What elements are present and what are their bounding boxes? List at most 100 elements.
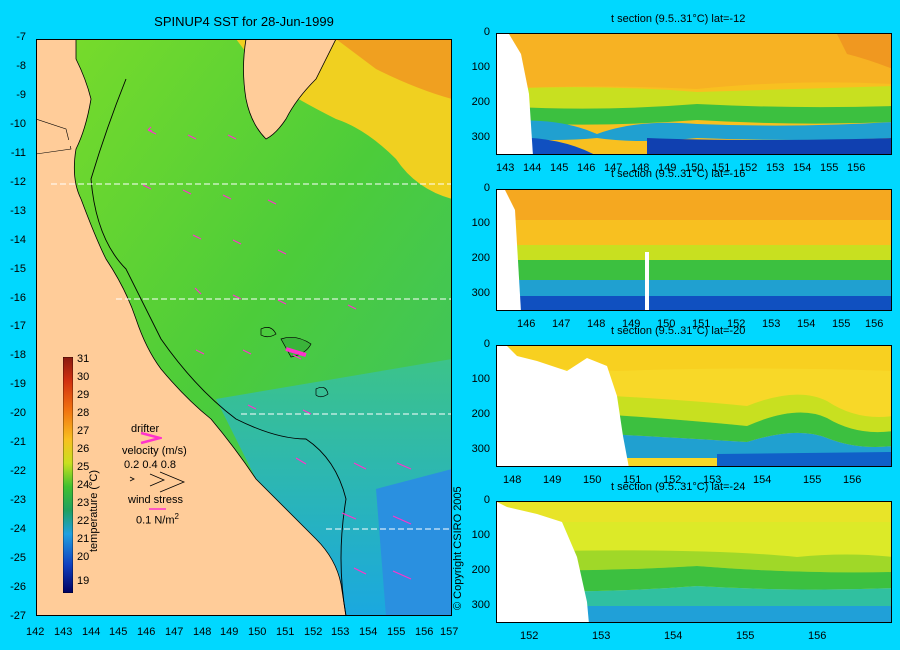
colorbar-tick: 25 (77, 461, 90, 473)
lon-tick: 146 (517, 318, 536, 330)
lon-tick: 154 (797, 318, 816, 330)
lon-tick: 155 (736, 630, 755, 642)
lon-label: 156 (415, 626, 434, 638)
section-title-lat-20: t section (9.5..31°C) lat=-20 (611, 325, 746, 337)
lon-label: 153 (331, 626, 350, 638)
section-title-lat-24: t section (9.5..31°C) lat=-24 (611, 481, 746, 493)
colorbar-tick: 28 (77, 407, 90, 419)
depth-tick: 200 (471, 96, 490, 108)
lon-tick: 144 (523, 162, 542, 174)
velocity-legend-values: 0.2 0.4 0.8 (124, 459, 176, 471)
lat-label: -25 (10, 552, 26, 564)
lon-tick: 147 (552, 318, 571, 330)
lon-label: 142 (26, 626, 45, 638)
lat-label: -22 (10, 465, 26, 477)
section-panel-lat-24 (496, 501, 892, 623)
colorbar-label: temperature (°C) (88, 469, 100, 552)
section-plot-lat-20 (497, 346, 891, 466)
colorbar-tick: 22 (77, 515, 90, 527)
lat-label: -23 (10, 494, 26, 506)
lat-label: -11 (10, 147, 26, 159)
lon-tick: 146 (577, 162, 596, 174)
velocity-arrows-icon (129, 471, 186, 493)
lat-label: -26 (10, 581, 26, 593)
drifter-track (285, 347, 307, 357)
lat-label: -14 (10, 234, 26, 246)
depth-tick: 100 (471, 61, 490, 73)
lon-tick: 153 (592, 630, 611, 642)
depth-tick: 0 (483, 182, 490, 194)
lon-tick: 151 (623, 474, 642, 486)
lon-tick: 148 (631, 162, 650, 174)
colorbar-tick: 23 (77, 497, 90, 509)
shelf-contour (90, 78, 347, 616)
lat-label: -16 (10, 292, 26, 304)
wind-stress-legend-title: wind stress (128, 494, 184, 506)
torres-island (58, 140, 72, 146)
lon-tick: 148 (587, 318, 606, 330)
wind-stress-exponent: 2 (174, 512, 179, 521)
depth-tick: 0 (483, 26, 490, 38)
colorbar-tick: 24 (77, 479, 90, 491)
colorbar-tick: 31 (77, 353, 90, 365)
lon-label: 152 (304, 626, 323, 638)
lon-tick: 149 (543, 474, 562, 486)
lon-tick: 145 (550, 162, 569, 174)
colorbar-tick: 27 (77, 425, 90, 437)
lon-tick: 154 (664, 630, 683, 642)
section-plot-lat-24 (497, 502, 891, 622)
lon-label: 144 (82, 626, 101, 638)
colorbar-tick: 26 (77, 443, 90, 455)
lon-tick: 152 (663, 474, 682, 486)
lat-label: -24 (10, 523, 26, 535)
section-panel-lat-16 (496, 189, 892, 311)
lat-label: -8 (16, 60, 26, 72)
lon-tick: 156 (847, 162, 866, 174)
colorbar-tick: 20 (77, 551, 90, 563)
lat-label: -10 (10, 118, 26, 130)
wind-stress-legend-value: 0.1 N/m2 (136, 512, 179, 527)
lon-tick: 156 (865, 318, 884, 330)
lon-label: 154 (359, 626, 378, 638)
lon-tick: 155 (820, 162, 839, 174)
depth-tick: 100 (471, 217, 490, 229)
lon-label: 143 (54, 626, 73, 638)
depth-tick: 0 (483, 494, 490, 506)
lon-label: 147 (165, 626, 184, 638)
png-land (243, 39, 337, 140)
lon-tick: 152 (727, 318, 746, 330)
lon-tick: 149 (622, 318, 641, 330)
temperature-colorbar (63, 357, 73, 593)
lon-tick: 154 (753, 474, 772, 486)
lon-tick: 148 (503, 474, 522, 486)
drifter-legend-label: drifter (131, 423, 160, 435)
lat-label: -13 (10, 205, 26, 217)
lon-label: 150 (248, 626, 267, 638)
drifter-arrow-icon (140, 431, 162, 445)
depth-tick: 100 (471, 373, 490, 385)
lat-label: -27 (10, 610, 26, 622)
lon-tick: 150 (583, 474, 602, 486)
depth-tick: 200 (471, 252, 490, 264)
lon-tick: 151 (692, 318, 711, 330)
lon-tick: 150 (685, 162, 704, 174)
lon-label: 149 (220, 626, 239, 638)
lon-tick: 152 (520, 630, 539, 642)
section-title-lat-16: t section (9.5..31°C) lat=-16 (611, 168, 746, 180)
lon-label: 151 (276, 626, 295, 638)
depth-tick: 300 (471, 287, 490, 299)
lat-label: -17 (10, 320, 26, 332)
lon-tick: 153 (703, 474, 722, 486)
lon-tick: 156 (843, 474, 862, 486)
lat-label: -7 (16, 31, 26, 43)
colorbar-tick: 19 (77, 575, 90, 587)
lat-label: -12 (10, 176, 26, 188)
colorbar-tick: 29 (77, 389, 90, 401)
depth-tick: 0 (483, 338, 490, 350)
lon-label: 155 (387, 626, 406, 638)
lat-label: -21 (10, 436, 26, 448)
lon-tick: 153 (766, 162, 785, 174)
lon-tick: 155 (803, 474, 822, 486)
lon-tick: 150 (657, 318, 676, 330)
colorbar-tick: 21 (77, 533, 90, 545)
